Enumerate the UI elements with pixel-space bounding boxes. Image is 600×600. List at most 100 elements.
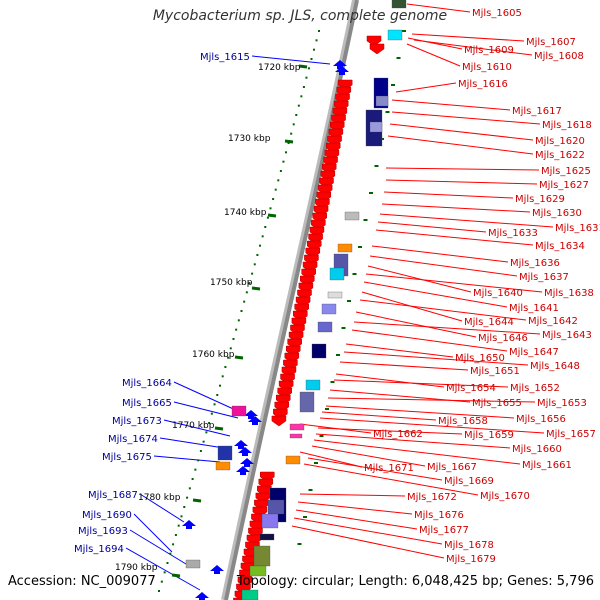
- gene-feature-block: [249, 565, 267, 577]
- gene-label-right: Mjls_1630: [532, 208, 582, 219]
- gene-label-right: Mjls_1617: [512, 106, 562, 117]
- label-leader-line: [315, 433, 511, 449]
- gene-label-right: Mjls_1647: [509, 347, 559, 358]
- gene-label-right: Mjls_1657: [546, 429, 596, 440]
- scale-dot: [240, 310, 243, 312]
- gene-feature-block: [261, 513, 279, 529]
- label-leader-line: [383, 191, 514, 199]
- gene-label-right: Mjls_1643: [542, 330, 592, 341]
- label-leader-line: [295, 509, 418, 530]
- gene-feature-block: [241, 589, 259, 600]
- gene-label-left: Mjls_1694: [74, 544, 124, 555]
- label-leader-line: [139, 493, 185, 523]
- gene-label-right: Mjls_1627: [539, 180, 589, 191]
- gene-label-right: Mjls_1636: [510, 258, 560, 269]
- label-leader-line: [391, 99, 511, 111]
- label-leader-line: [363, 281, 508, 308]
- scale-dot: [205, 431, 208, 434]
- label-leader-line: [389, 123, 534, 141]
- gene-feature-block: [289, 433, 303, 439]
- gene-label-right: Mjls_1610: [462, 62, 512, 73]
- kbp-tick-mark: [171, 573, 181, 578]
- scale-dot: [253, 263, 256, 266]
- gene-feature-block: [285, 455, 301, 465]
- label-leader-line: [345, 343, 454, 358]
- gene-feature-block: [289, 423, 305, 431]
- scale-dot: [216, 394, 219, 396]
- gene-feature-block: [321, 303, 337, 315]
- scale-dot: [259, 244, 262, 247]
- genome-title: Mycobacterium sp. JLS, complete genome: [152, 8, 448, 24]
- label-leader-line: [297, 501, 413, 515]
- label-leader-line: [335, 373, 445, 388]
- scale-dot: [318, 30, 320, 32]
- label-leader-line: [159, 437, 225, 449]
- kbp-tick-mark: [234, 355, 244, 360]
- label-leader-line: [313, 439, 521, 465]
- gene-label-right: Mjls_1654: [446, 383, 496, 394]
- label-leader-line: [369, 255, 518, 277]
- kbp-tick-label: 1720 kbp: [258, 63, 301, 73]
- gene-feature-block: [387, 29, 403, 41]
- gene-feature-block: [311, 343, 327, 359]
- scale-dot: [261, 235, 264, 238]
- scale-dot: [266, 216, 269, 219]
- forward-gene-arrow: [244, 410, 258, 419]
- gene-label-right: Mjls_1609: [464, 45, 514, 56]
- gene-label-right: Mjls_1652: [510, 383, 560, 394]
- gene-label-right: Mjls_1671: [364, 463, 414, 474]
- label-leader-line: [125, 547, 201, 591]
- scale-dot: [272, 198, 275, 200]
- gene-label-right: Mjls_1655: [472, 398, 522, 409]
- scale-dot: [174, 534, 177, 536]
- gene-feature-block: [253, 545, 271, 567]
- scale-dot: [302, 86, 305, 88]
- label-leader-line: [379, 213, 554, 228]
- scale-dot: [163, 571, 166, 574]
- scale-dot: [248, 282, 251, 284]
- scale-dot: [218, 384, 221, 387]
- inner-tick: [396, 57, 401, 59]
- label-leader-line: [406, 3, 471, 13]
- gene-label-right: Mjls_1667: [427, 462, 477, 473]
- gene-label-right: Mjls_1633: [488, 228, 538, 239]
- label-leader-line: [307, 457, 443, 481]
- inner-tick: [297, 543, 302, 545]
- label-leader-line: [371, 245, 509, 263]
- gene-label-left: Mjls_1675: [102, 452, 152, 463]
- scale-dot: [172, 543, 175, 546]
- label-leader-line: [411, 33, 525, 42]
- gene-label-right: Mjls_1637: [519, 272, 569, 283]
- gene-feature-block: [375, 95, 389, 107]
- scale-dot: [208, 422, 211, 424]
- gene-feature-block: [337, 243, 353, 253]
- scale-dot: [183, 506, 186, 508]
- scale-dot: [277, 179, 280, 182]
- scale-dot: [305, 76, 308, 79]
- scale-dot: [285, 151, 288, 154]
- gene-feature-block: [369, 121, 383, 133]
- forward-gene-arrow: [195, 592, 209, 600]
- inner-tick: [303, 516, 307, 518]
- map-labels: 1720 kbp 1730 kbp 1740 kbp 1750 kbp 1760 kbp…: [74, 8, 600, 573]
- inner-tick: [402, 30, 406, 32]
- scale-dot: [279, 170, 282, 172]
- label-leader-line: [353, 321, 541, 335]
- label-leader-line: [303, 463, 479, 496]
- label-leader-line: [293, 517, 443, 545]
- scale-dot: [274, 188, 277, 191]
- kbp-tick-label: 1770 kbp: [172, 421, 215, 431]
- inner-tick: [369, 192, 373, 194]
- gene-label-right: Mjls_1676: [414, 510, 464, 521]
- label-leader-line: [375, 229, 534, 246]
- label-leader-line: [153, 455, 221, 463]
- gene-label-left: Mjls_1687: [88, 490, 138, 501]
- label-leader-line: [321, 411, 437, 421]
- gene-feature-block: [267, 499, 285, 515]
- gene-label-left: Mjls_1664: [122, 378, 172, 389]
- label-leader-line: [299, 451, 363, 468]
- gene-label-right: Mjls_1640: [473, 288, 523, 299]
- reverse-gene-arrow: [366, 35, 382, 47]
- inner-tick: [363, 219, 368, 221]
